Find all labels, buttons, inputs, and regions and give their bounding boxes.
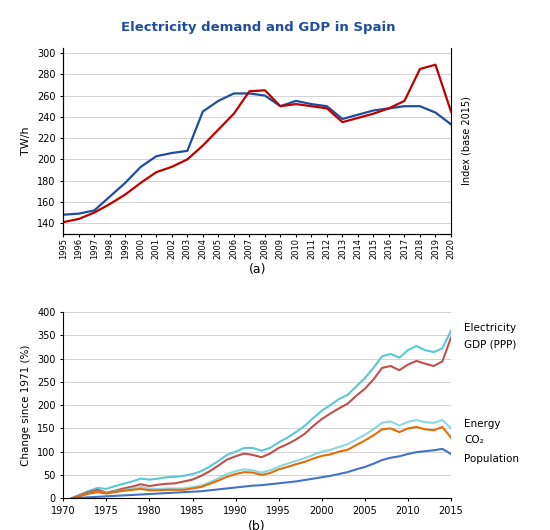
Text: Electricity: Electricity <box>464 323 516 333</box>
Text: CO₂: CO₂ <box>464 435 483 445</box>
Text: Electricity demand and GDP in Spain: Electricity demand and GDP in Spain <box>121 21 396 34</box>
Y-axis label: Index (base 2015): Index (base 2015) <box>461 96 471 185</box>
X-axis label: (b): (b) <box>248 520 266 530</box>
Text: GDP (PPP): GDP (PPP) <box>464 340 516 350</box>
Text: Energy: Energy <box>464 419 500 429</box>
Y-axis label: TW/h: TW/h <box>21 127 31 155</box>
Y-axis label: Change since 1971 (%): Change since 1971 (%) <box>21 344 31 466</box>
Text: Population: Population <box>464 454 519 464</box>
X-axis label: (a): (a) <box>249 263 266 276</box>
